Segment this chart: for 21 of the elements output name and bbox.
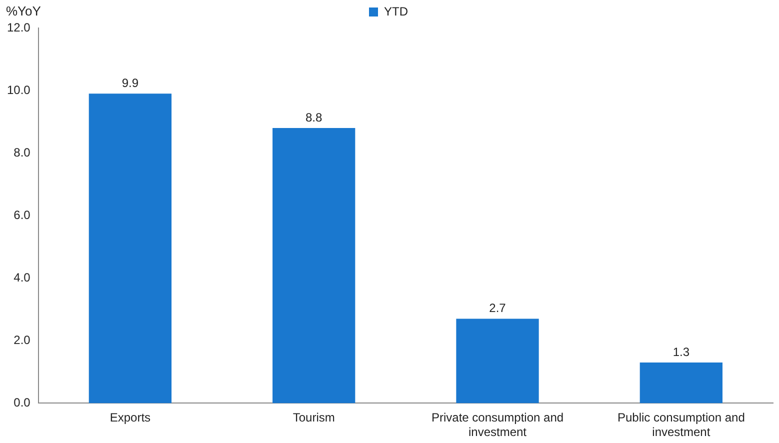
x-tick-label: Tourism [292,410,335,425]
y-tick-label: 0.0 [14,396,31,410]
x-tick-label: Private consumption and investment [431,410,564,440]
data-label: 9.9 [122,76,139,90]
y-tick-label: 8.0 [14,145,31,160]
data-label: 2.7 [489,301,506,316]
data-label: 8.8 [306,110,323,124]
y-axis-title: %YoY [6,4,42,19]
y-tick-label: 10.0 [6,82,31,97]
bar [88,94,172,404]
y-tick-label: 12.0 [6,20,31,34]
y-tick-label: 4.0 [14,270,31,284]
bar [640,362,722,404]
bar [272,128,356,404]
data-label: 1.3 [672,344,690,359]
legend-label: YTD [384,4,408,18]
y-tick-label: 2.0 [14,332,31,347]
x-tick-label: Public consumption and investment [617,410,745,440]
bar [456,318,539,404]
x-tick-label: Exports [110,410,151,425]
y-tick-label: 6.0 [14,208,31,222]
